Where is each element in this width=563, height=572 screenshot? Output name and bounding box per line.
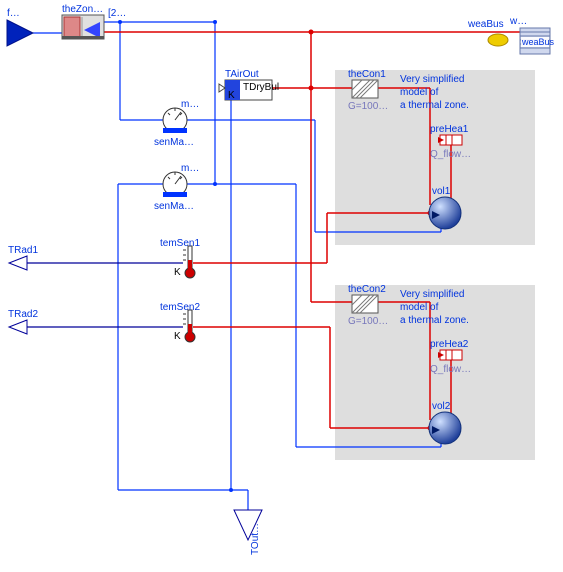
prehea1-q: Q_flow… [430, 149, 471, 160]
massflow-sensor-2[interactable] [163, 172, 187, 197]
mass1-m: m… [181, 99, 199, 110]
trad2-port[interactable] [9, 320, 27, 334]
vol2-label: vol2 [432, 401, 451, 412]
source-block[interactable] [7, 20, 33, 46]
svg-text:weaBus: weaBus [521, 37, 555, 47]
thecon1-label: theCon1 [348, 69, 386, 80]
zone2-text-a: Very simplified [400, 289, 464, 300]
weabus-label: weaBus [467, 19, 504, 30]
temsen1-k: K [174, 267, 181, 278]
temsen2-label: temSen2 [160, 302, 200, 313]
thecon2-g: G=100… [348, 316, 388, 327]
tairout-label: TAirOut [225, 69, 259, 80]
mass2-m: m… [181, 163, 199, 174]
temsen1-block[interactable] [183, 246, 195, 278]
temsen2-k: K [174, 331, 181, 342]
thecon1-g: G=100… [348, 101, 388, 112]
prehea1-block[interactable] [438, 135, 462, 145]
thezon-label: theZon… [62, 4, 103, 15]
source-label: f… [7, 8, 20, 19]
svg-text:TDryBul: TDryBul [243, 82, 279, 93]
diagram-canvas: f… theZon… [2… weaBus weaBus w… TDryBul … [0, 0, 563, 572]
prehea2-q: Q_flow… [430, 364, 471, 375]
vol2-block[interactable] [429, 412, 461, 444]
thecon2-block[interactable] [352, 295, 378, 313]
tout-label: TOut… [250, 523, 261, 555]
zone2-text-b: model of [400, 302, 439, 313]
blue-nodes [118, 20, 233, 492]
signal-wires [27, 263, 183, 327]
prehea1-label: preHea1 [430, 124, 469, 135]
thecon1-block[interactable] [352, 80, 378, 98]
vol1-block[interactable] [429, 197, 461, 229]
massflow-sensor-1[interactable] [163, 108, 187, 133]
tairout-block[interactable]: TDryBul K [219, 80, 279, 101]
zone1-text-a: Very simplified [400, 74, 464, 85]
weabus-connector[interactable] [488, 34, 508, 46]
prehea2-label: preHea2 [430, 339, 469, 350]
trad1-label: TRad1 [8, 245, 38, 256]
weabus-panel[interactable]: weaBus [520, 28, 555, 54]
temsen2-block[interactable] [183, 310, 195, 342]
zone2-text-c: a thermal zone. [400, 315, 469, 326]
mass1-label: senMa… [154, 137, 194, 148]
weabus-small: w… [509, 16, 527, 27]
zone1-text-c: a thermal zone. [400, 100, 469, 111]
trad2-label: TRad2 [8, 309, 38, 320]
mass2-label: senMa… [154, 201, 194, 212]
zone1-text-b: model of [400, 87, 439, 98]
prehea2-block[interactable] [438, 350, 462, 360]
svg-text:K: K [228, 90, 235, 101]
thecon2-label: theCon2 [348, 284, 386, 295]
thezon-block[interactable] [62, 15, 104, 39]
temsen1-label: temSen1 [160, 238, 200, 249]
vol1-label: vol1 [432, 186, 451, 197]
trad1-port[interactable] [9, 256, 27, 270]
thezon-dim: [2… [108, 8, 126, 19]
